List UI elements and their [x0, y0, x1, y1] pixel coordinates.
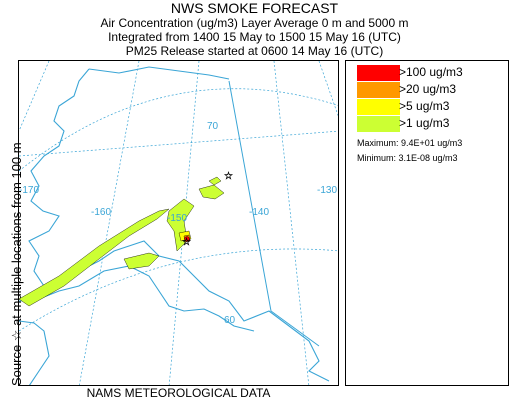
lon-label-160: -160: [91, 207, 111, 218]
source-markers: ☆ ☆: [182, 171, 234, 249]
legend-label: >100 ug/m3: [399, 65, 463, 79]
legend-swatch: [357, 82, 400, 98]
subtitle-concentration: Air Concentration (ug/m3) Layer Average …: [100, 16, 409, 30]
map-canvas: ☆ ☆ -170 -160 -150 -140 -130 70 60: [19, 61, 338, 385]
lon-label-170: -170: [19, 185, 39, 196]
star-icon: ☆: [224, 171, 233, 182]
smoke-core-max: [184, 236, 190, 242]
lon-label-140: -140: [249, 207, 269, 218]
lon-label-130: -130: [317, 185, 337, 196]
us-canada-border: [228, 80, 320, 347]
lat-label-60: 60: [224, 315, 236, 326]
maximum-value: Maximum: 9.4E+01 ug/m3: [357, 138, 463, 148]
graticule: [19, 61, 338, 385]
subtitle-release: PM25 Release started at 0600 14 May 16 (…: [125, 44, 384, 58]
legend-swatch: [357, 116, 400, 132]
map-panel: ☆ ☆ -170 -160 -150 -140 -130 70 60: [18, 60, 339, 386]
legend-label: >1 ug/m3: [399, 116, 450, 130]
map-title: NWS SMOKE FORECAST: [170, 0, 339, 16]
lon-label-150: -150: [167, 213, 187, 224]
smoke-band-west: [19, 208, 170, 307]
legend-panel: >100 ug/m3 >20 ug/m3 >5 ug/m3 >1 ug/m3 M…: [345, 60, 509, 386]
smoke-patch-east: [198, 184, 225, 200]
minimum-value: Minimum: 3.1E-08 ug/m3: [357, 153, 458, 163]
smoke-patch-south: [123, 252, 160, 270]
star-icon: ☆: [182, 237, 191, 248]
lat-label-70: 70: [207, 121, 219, 132]
legend-label: >5 ug/m3: [399, 99, 450, 113]
smoke-plume: [19, 176, 225, 307]
data-source-footer: NAMS METEOROLOGICAL DATA: [86, 386, 271, 400]
smoke-patch-northeast: [208, 176, 222, 186]
legend-label: >20 ug/m3: [399, 82, 457, 96]
subtitle-integration: Integrated from 1400 15 May to 1500 15 M…: [108, 30, 401, 44]
legend-swatch: [357, 65, 400, 81]
legend-swatch: [357, 99, 400, 115]
